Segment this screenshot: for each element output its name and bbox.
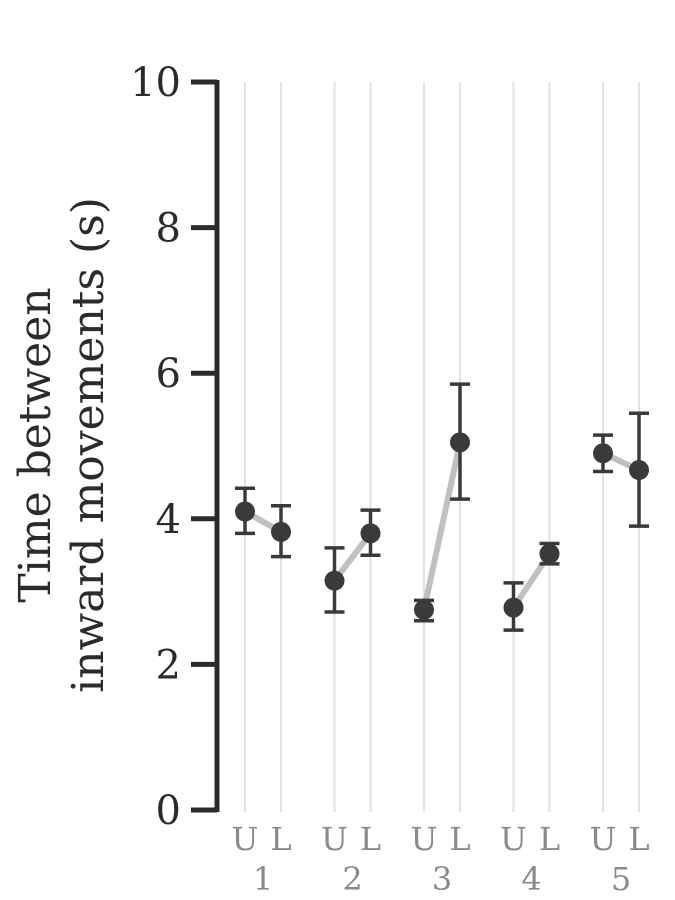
group-label: 3 [432,860,452,898]
group-label: 1 [253,860,273,898]
data-point-1-L [271,521,291,542]
data-point-4-L [539,543,560,564]
y-tick-label: 6 [156,351,181,397]
y-tick-label: 4 [156,497,181,543]
x-tick-label: U [321,820,348,858]
x-tick-label: L [539,820,560,858]
y-axis-label-line-2: inward movements (s) [63,197,114,693]
y-tick-label: 0 [156,788,181,834]
x-tick-labels: U L1U L2U L3U L4U L5 [232,820,650,898]
y-axis: 0 2 4 6 8 10 [130,60,220,834]
data-point-3-U [414,599,434,620]
y-axis-label: Time between inward movements (s) [10,197,114,693]
y-tick-label: 8 [156,206,181,252]
x-tick-label: U [590,820,617,858]
connector-line-group-3 [421,439,463,613]
data-point-4-U [503,597,524,618]
data-point-2-L [360,523,381,544]
x-tick-label: U [411,820,438,858]
x-tick-label: U [232,820,259,858]
x-tick-label: U [500,820,527,858]
x-tick-label: L [360,820,381,858]
group-label: 5 [611,860,631,898]
y-tick-label: 2 [156,642,181,688]
connector-lines [242,439,642,613]
data-points [235,432,649,620]
grid-lines [244,82,640,812]
group-label: 4 [521,860,541,898]
data-point-1-U [235,501,255,522]
y-axis-label-line-1: Time between [10,287,61,602]
x-tick-label: L [270,820,291,858]
y-tick-label: 10 [130,60,181,106]
data-point-5-U [593,443,613,464]
data-point-5-L [629,460,649,481]
x-tick-label: L [628,820,649,858]
group-label: 2 [342,860,362,898]
data-point-3-L [450,432,470,453]
data-point-2-U [324,570,345,591]
error-bars [235,382,649,632]
x-tick-label: L [449,820,470,858]
